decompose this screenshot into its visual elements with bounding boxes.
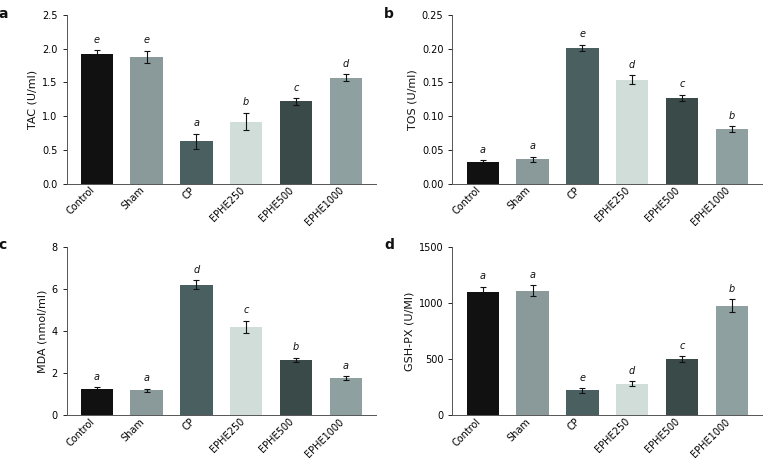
Bar — [716, 306, 748, 415]
Text: c: c — [679, 341, 684, 351]
Text: d: d — [384, 238, 394, 252]
Bar — [131, 391, 163, 415]
Y-axis label: GSH-PX (U/Ml): GSH-PX (U/Ml) — [404, 291, 414, 370]
Text: a: a — [94, 372, 100, 382]
Bar — [716, 129, 748, 184]
Bar — [566, 48, 598, 184]
Text: b: b — [293, 343, 299, 352]
Text: a: a — [194, 118, 199, 128]
Text: a: a — [480, 271, 486, 281]
Bar — [666, 98, 698, 184]
Text: a: a — [530, 141, 535, 151]
Text: a: a — [0, 7, 8, 21]
Bar — [280, 360, 312, 415]
Bar — [81, 389, 113, 415]
Text: b: b — [384, 7, 394, 21]
Bar — [666, 359, 698, 415]
Bar — [467, 292, 499, 415]
Bar — [516, 290, 549, 415]
Bar — [566, 391, 598, 415]
Text: b: b — [729, 111, 735, 121]
Text: e: e — [144, 35, 150, 45]
Bar — [280, 101, 312, 184]
Bar — [467, 162, 499, 184]
Text: c: c — [244, 305, 249, 315]
Text: a: a — [144, 373, 150, 384]
Bar — [330, 78, 362, 184]
Text: b: b — [243, 97, 249, 107]
Bar — [230, 122, 262, 184]
Text: a: a — [480, 144, 486, 155]
Bar — [230, 327, 262, 415]
Text: c: c — [294, 82, 299, 93]
Text: b: b — [729, 284, 735, 294]
Text: d: d — [629, 60, 635, 70]
Y-axis label: MDA (nmol/ml): MDA (nmol/ml) — [37, 289, 47, 373]
Bar — [131, 57, 163, 184]
Bar — [616, 80, 648, 184]
Text: d: d — [193, 265, 200, 274]
Y-axis label: TAC (U/ml): TAC (U/ml) — [28, 70, 38, 129]
Text: c: c — [0, 238, 7, 252]
Text: e: e — [579, 29, 585, 39]
Bar — [616, 384, 648, 415]
Text: e: e — [579, 373, 585, 383]
Y-axis label: TOS (U/ml): TOS (U/ml) — [408, 69, 418, 130]
Text: a: a — [530, 270, 535, 280]
Bar — [330, 378, 362, 415]
Bar — [81, 54, 113, 184]
Text: a: a — [343, 361, 349, 371]
Bar — [180, 141, 213, 184]
Text: c: c — [679, 79, 684, 89]
Text: e: e — [94, 35, 100, 45]
Bar — [180, 285, 213, 415]
Text: d: d — [629, 366, 635, 376]
Text: d: d — [343, 59, 349, 69]
Bar — [516, 159, 549, 184]
